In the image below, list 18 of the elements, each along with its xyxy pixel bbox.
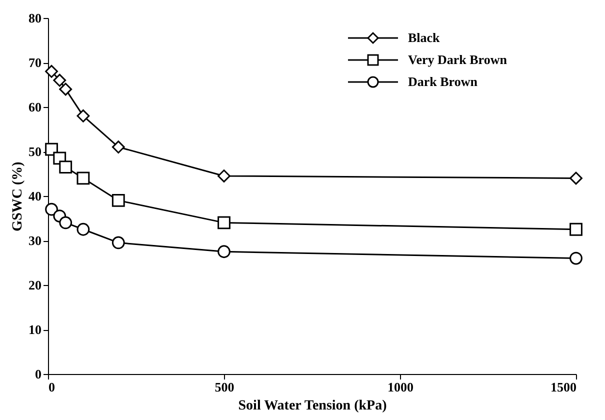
y-tick-label: 50 xyxy=(28,144,42,159)
y-tick-label: 30 xyxy=(28,233,42,248)
legend-label: Dark Brown xyxy=(408,74,478,89)
y-tick-label: 80 xyxy=(28,10,42,26)
y-tick-label: 70 xyxy=(28,55,42,70)
x-tick-label: 1500 xyxy=(550,380,576,394)
x-tick-label: 500 xyxy=(214,380,234,394)
legend-label: Very Dark Brown xyxy=(408,52,508,67)
y-tick-label: 40 xyxy=(28,188,42,204)
x-tick-label: 1000 xyxy=(388,380,414,394)
y-tick-label: 60 xyxy=(28,100,42,114)
y-axis-title: GSWC (%) xyxy=(10,161,26,232)
y-tick-label: 10 xyxy=(28,322,42,337)
y-tick-label: 20 xyxy=(28,278,42,292)
x-tick-label: 0 xyxy=(48,380,55,394)
legend-label: Black xyxy=(408,30,441,45)
x-axis-title: Soil Water Tension (kPa) xyxy=(238,398,388,414)
y-tick-label: 0 xyxy=(35,366,42,382)
